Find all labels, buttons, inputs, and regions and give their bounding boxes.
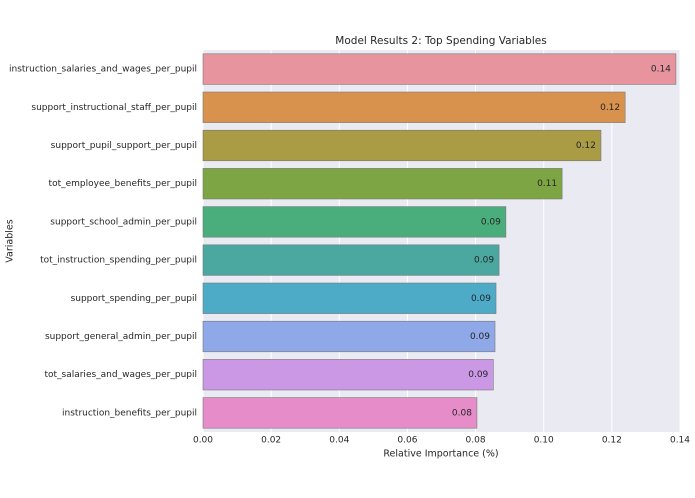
bar <box>202 244 500 276</box>
bar <box>202 168 563 200</box>
bar <box>202 320 496 353</box>
y-tick-label: support_spending_per_pupil <box>71 294 197 304</box>
value-label: 0.09 <box>471 294 491 304</box>
bar <box>202 53 677 85</box>
bar <box>202 206 507 238</box>
x-tick-label: 0.04 <box>329 436 349 446</box>
bar <box>202 282 497 314</box>
x-tick-label: 0.14 <box>670 436 690 446</box>
value-label: 0.09 <box>470 332 490 342</box>
y-tick-label: support_pupil_support_per_pupil <box>51 141 197 151</box>
y-tick-label: support_instructional_staff_per_pupil <box>31 103 197 113</box>
x-tick-label: 0.12 <box>602 436 622 446</box>
y-tick-label: instruction_benefits_per_pupil <box>62 408 197 418</box>
value-label: 0.12 <box>600 103 620 113</box>
y-tick-label: instruction_salaries_and_wages_per_pupil <box>9 65 197 75</box>
x-tick-label: 0.00 <box>193 436 213 446</box>
value-label: 0.09 <box>474 256 494 266</box>
value-label: 0.09 <box>481 217 501 227</box>
value-label: 0.08 <box>452 408 472 418</box>
y-tick-label: tot_instruction_spending_per_pupil <box>40 256 197 266</box>
y-tick-label: support_general_admin_per_pupil <box>45 332 197 342</box>
x-tick-label: 0.02 <box>261 436 281 446</box>
value-label: 0.12 <box>576 141 596 151</box>
x-tick-label: 0.10 <box>534 436 554 446</box>
x-axis-label: Relative Importance (%) <box>383 449 498 460</box>
bar <box>202 91 626 123</box>
chart-title: Model Results 2: Top Spending Variables <box>335 35 546 47</box>
value-label: 0.14 <box>651 65 671 75</box>
bar <box>202 397 478 429</box>
y-tick-label: tot_employee_benefits_per_pupil <box>49 179 197 189</box>
x-tick-label: 0.06 <box>397 436 417 446</box>
bar <box>202 129 602 162</box>
value-label: 0.11 <box>537 179 557 189</box>
bar <box>202 359 494 391</box>
value-label: 0.09 <box>468 370 488 380</box>
y-axis-label: Variables <box>5 219 16 262</box>
y-tick-label: support_school_admin_per_pupil <box>50 217 197 227</box>
y-tick-label: tot_salaries_and_wages_per_pupil <box>44 370 197 380</box>
x-tick-label: 0.08 <box>466 436 486 446</box>
